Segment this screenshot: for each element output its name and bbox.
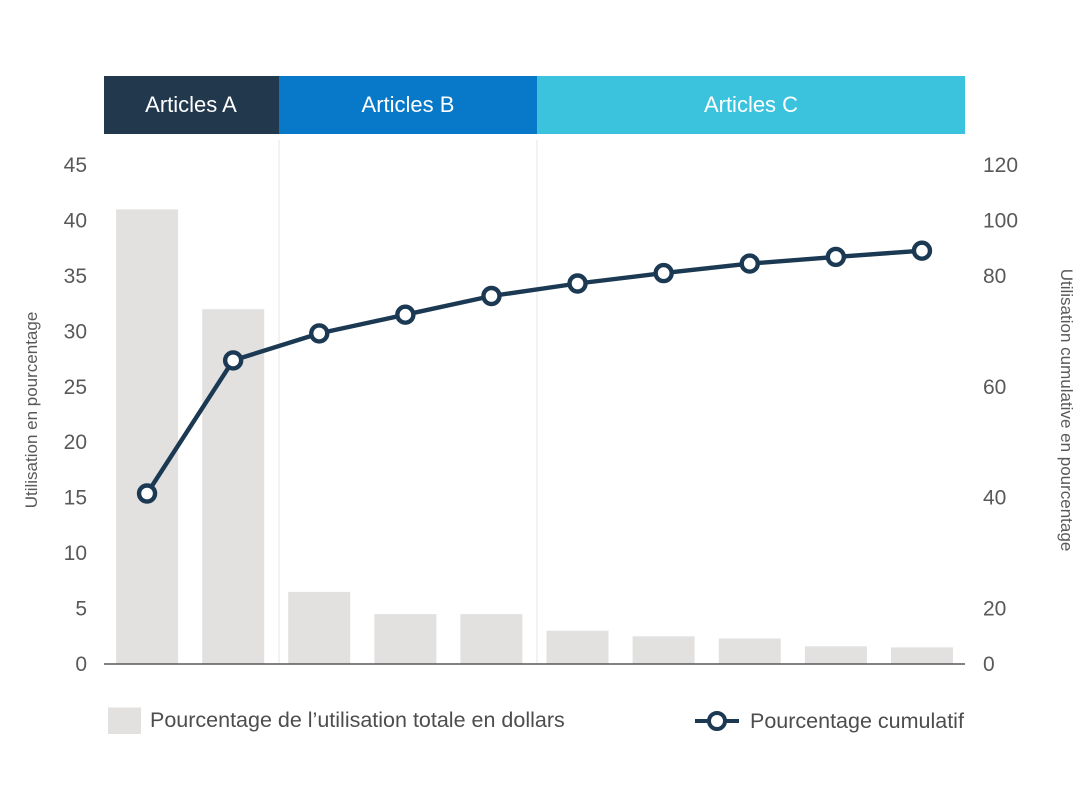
svg-text:Utilisation cumulative en pour: Utilisation cumulative en pourcentage [1057, 269, 1076, 552]
svg-text:Articles C: Articles C [704, 92, 798, 117]
svg-text:Articles B: Articles B [362, 92, 455, 117]
svg-text:Articles A: Articles A [145, 92, 237, 117]
svg-text:20: 20 [983, 598, 1006, 621]
svg-text:45: 45 [64, 154, 87, 177]
svg-text:0: 0 [983, 653, 995, 676]
svg-text:20: 20 [64, 431, 87, 454]
svg-text:0: 0 [75, 653, 87, 676]
svg-text:80: 80 [983, 265, 1006, 288]
svg-text:40: 40 [64, 209, 87, 232]
svg-text:60: 60 [983, 376, 1006, 399]
svg-text:30: 30 [64, 320, 87, 343]
svg-text:100: 100 [983, 209, 1018, 232]
svg-text:Utilisation en pourcentage: Utilisation en pourcentage [22, 312, 41, 509]
svg-text:Pourcentage de l’utilisation t: Pourcentage de l’utilisation totale en d… [150, 708, 565, 732]
svg-text:40: 40 [983, 487, 1006, 510]
svg-text:25: 25 [64, 376, 87, 399]
svg-text:5: 5 [75, 598, 87, 621]
svg-text:15: 15 [64, 487, 87, 510]
svg-text:120: 120 [983, 154, 1018, 177]
svg-text:10: 10 [64, 542, 87, 565]
svg-text:35: 35 [64, 265, 87, 288]
svg-text:Pourcentage cumulatif: Pourcentage cumulatif [750, 709, 964, 733]
